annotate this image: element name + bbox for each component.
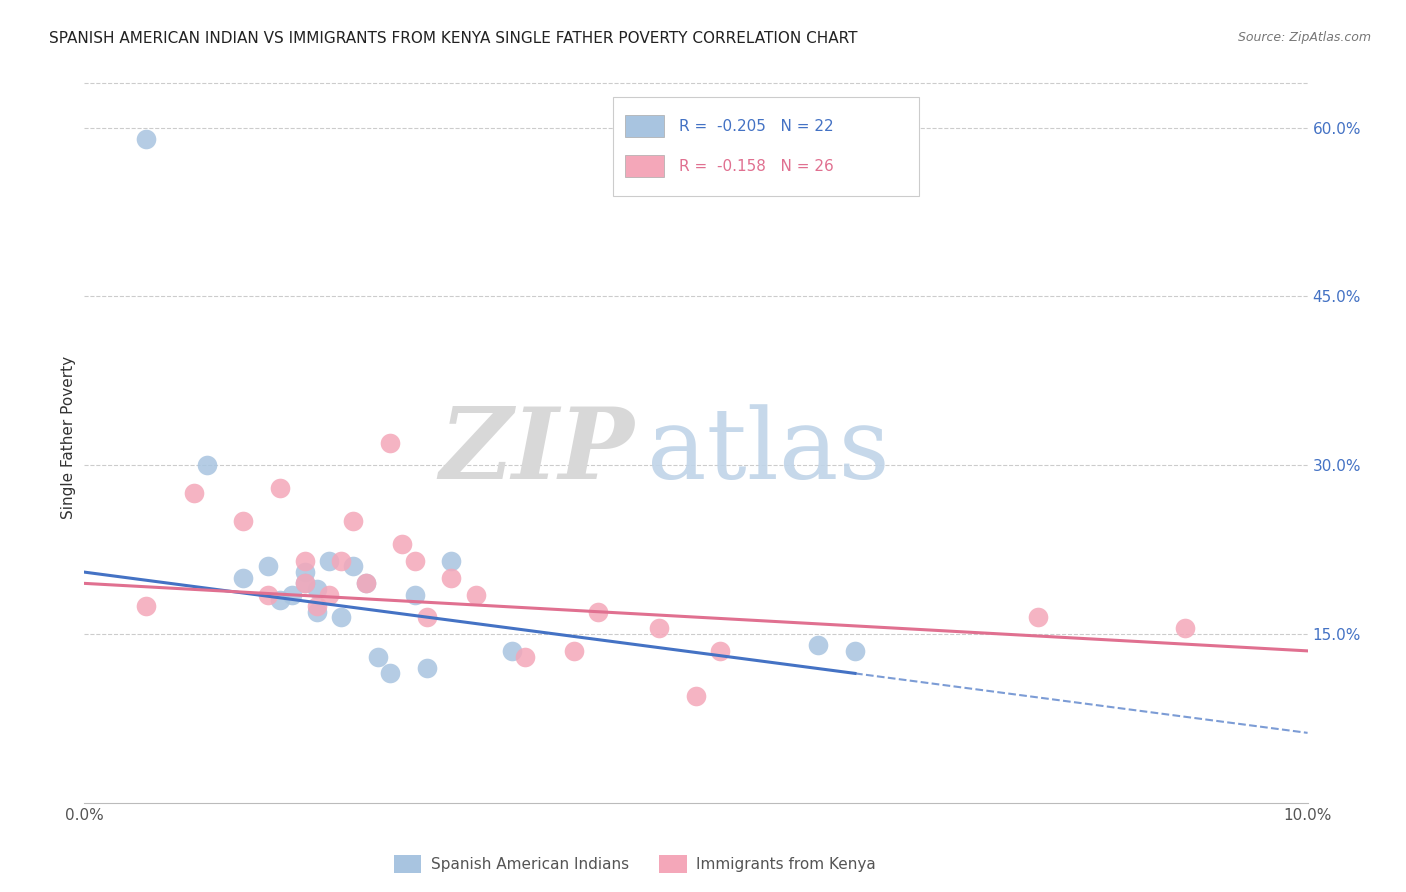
Point (195, 458, 218, 473)
Point (305, 582, 328, 596)
Text: R =  -0.158   N = 26: R = -0.158 N = 26 (679, 159, 834, 174)
Point (380, 666, 402, 681)
Point (294, 554, 316, 568)
Point (294, 565, 316, 579)
Point (807, 638, 830, 652)
Point (416, 661, 439, 675)
Point (709, 644, 731, 658)
Point (318, 588, 340, 602)
Point (367, 649, 389, 664)
Point (305, 605, 328, 619)
Point (269, 481, 291, 495)
Point (135, 132, 157, 146)
Point (391, 537, 413, 551)
Point (342, 515, 364, 529)
Text: R =  -0.205   N = 22: R = -0.205 N = 22 (679, 119, 834, 134)
Point (232, 571, 254, 585)
Point (562, 644, 585, 658)
Point (183, 486, 205, 500)
Point (440, 571, 463, 585)
Point (685, 689, 707, 703)
Bar (626, 115, 664, 137)
Point (464, 588, 486, 602)
Point (330, 610, 353, 624)
Point (1028, 610, 1050, 624)
Text: atlas: atlas (647, 404, 890, 500)
Point (440, 554, 463, 568)
Text: SPANISH AMERICAN INDIAN VS IMMIGRANTS FROM KENYA SINGLE FATHER POVERTY CORRELATI: SPANISH AMERICAN INDIAN VS IMMIGRANTS FR… (49, 31, 858, 46)
FancyBboxPatch shape (613, 97, 918, 195)
Point (342, 559, 364, 574)
Point (404, 588, 426, 602)
Point (648, 621, 671, 635)
Y-axis label: Single Father Poverty: Single Father Poverty (60, 356, 76, 518)
Legend: Spanish American Indians, Immigrants from Kenya: Spanish American Indians, Immigrants fro… (388, 848, 882, 880)
Point (380, 435, 402, 450)
Point (232, 515, 254, 529)
Point (294, 576, 316, 591)
Text: ZIP: ZIP (440, 403, 636, 500)
Point (330, 554, 353, 568)
Point (135, 599, 157, 613)
Point (416, 610, 439, 624)
Point (502, 644, 524, 658)
Point (257, 588, 280, 602)
Point (281, 588, 304, 602)
Point (404, 554, 426, 568)
Point (1174, 621, 1197, 635)
Point (269, 593, 291, 607)
Point (305, 599, 328, 613)
Text: Source: ZipAtlas.com: Source: ZipAtlas.com (1237, 31, 1371, 45)
Point (354, 576, 377, 591)
Point (513, 649, 536, 664)
Bar (626, 155, 664, 178)
Point (586, 605, 609, 619)
Point (318, 554, 340, 568)
Point (257, 559, 280, 574)
Point (354, 576, 377, 591)
Point (294, 576, 316, 591)
Point (844, 644, 866, 658)
